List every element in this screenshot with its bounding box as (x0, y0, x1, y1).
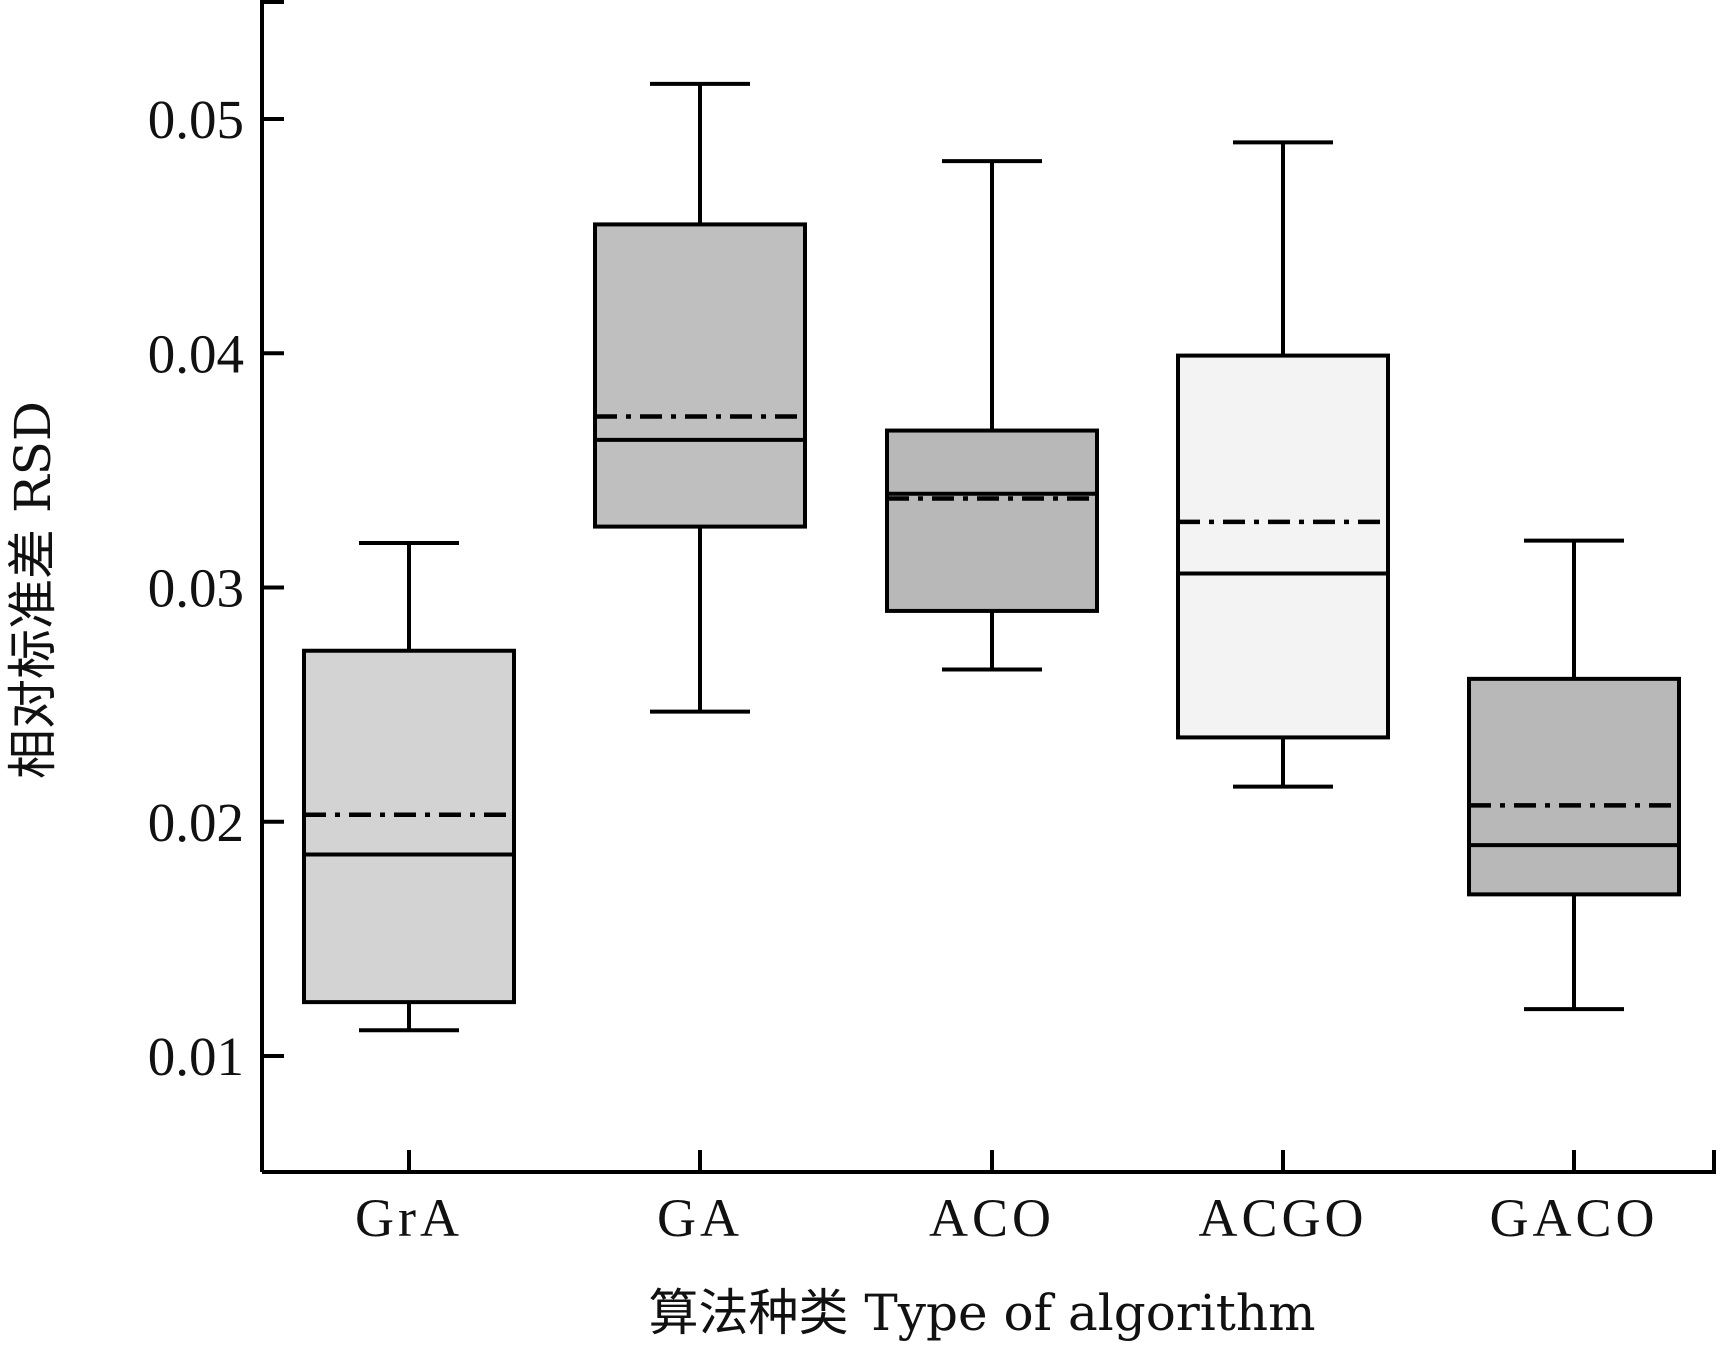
x-tick-label: GrA (355, 1188, 463, 1248)
x-tick-label: GA (657, 1188, 743, 1248)
y-tick-label: 0.04 (148, 323, 244, 384)
box-aco (885, 159, 1099, 672)
box-gaco (1467, 538, 1681, 1012)
y-tick-label: 0.01 (148, 1026, 244, 1087)
x-tick-label: ACO (929, 1188, 1055, 1248)
axes: 0.01 0.02 0.03 0.04 0.05 GrA GA ACO ACGO GACO (148, 0, 1716, 1248)
iqr-box (302, 648, 516, 1005)
y-tick-label: 0.03 (148, 558, 244, 619)
iqr-box (1176, 353, 1390, 740)
iqr-box (1467, 676, 1681, 897)
box-acgo (1176, 140, 1390, 789)
box-ga (593, 81, 807, 714)
x-tick-label: GACO (1489, 1188, 1658, 1248)
y-axis-title: 相对标准差 RSD (4, 401, 62, 779)
box-plots (302, 81, 1681, 1033)
y-tick-label: 0.02 (148, 792, 244, 853)
labels: 相对标准差 RSD 算法种类 Type of algorithm (4, 401, 1316, 1342)
x-tick-label: ACGO (1198, 1188, 1367, 1248)
iqr-box (885, 428, 1099, 613)
box-gra (302, 540, 516, 1033)
x-axis-title: 算法种类 Type of algorithm (649, 1284, 1316, 1342)
iqr-box (593, 222, 807, 529)
y-tick-label: 0.05 (148, 89, 244, 150)
